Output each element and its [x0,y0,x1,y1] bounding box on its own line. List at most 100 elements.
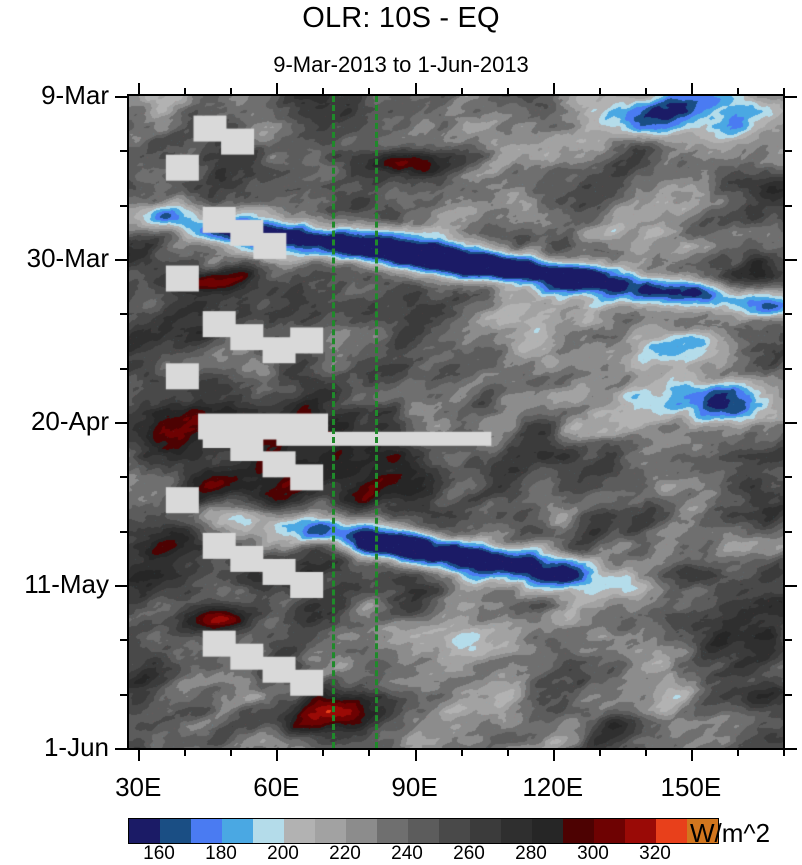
x-tick-major-top [414,83,417,96]
x-tick-minor [644,748,647,756]
x-tick-minor-top [460,88,463,96]
y-tick-label: 20-Apr [30,406,109,436]
colorbar-swatch[interactable] [253,819,284,843]
x-tick-minor [230,748,233,756]
x-tick-minor [783,748,785,756]
y-tick-minor [120,313,129,316]
colorbar-swatch[interactable] [160,819,191,843]
colorbar-swatch[interactable] [315,819,346,843]
colorbar-tick-label: 300 [577,843,609,864]
y-tick-minor-right [783,313,792,316]
x-tick-major [552,748,555,761]
page-title: OLR: 10S - EQ [302,2,500,34]
y-tick-label: 30-Mar [26,243,109,273]
y-tick-major [115,422,129,424]
colorbar-tick-label: 220 [329,843,361,864]
x-tick-minor-top [644,88,647,96]
x-tick-minor [322,748,325,756]
y-tick-minor-right [783,150,792,153]
y-tick-minor-right [783,204,792,207]
x-tick-minor [460,748,463,756]
x-tick-minor [598,748,601,756]
colorbar-swatch[interactable] [222,819,253,843]
x-tick-minor-top [736,88,739,96]
y-tick-minor-right [783,476,792,479]
y-tick-minor [120,693,129,696]
x-tick-minor [184,748,187,756]
y-tick-minor-right [783,639,792,642]
y-tick-major-right [783,259,797,261]
x-tick-major-top [690,83,693,96]
colorbar-swatch[interactable] [129,819,160,843]
x-tick-minor-top [230,88,233,96]
reference-line [331,96,335,748]
x-tick-major-top [138,83,141,96]
colorbar-swatch[interactable] [532,819,563,843]
x-tick-label: 90E [391,772,438,802]
x-tick-major-top [552,83,555,96]
y-tick-major-right [783,748,797,750]
colorbar-swatch[interactable] [191,819,222,843]
y-tick-major [115,96,129,98]
x-tick-minor [368,748,371,756]
y-tick-major-right [783,96,797,98]
date-range-subtitle: 9-Mar-2013 to 1-Jun-2013 [273,52,529,77]
colorbar-swatch[interactable] [439,819,470,843]
x-tick-label: 150E [660,772,722,802]
x-tick-minor [736,748,739,756]
y-tick-label: 1-Jun [43,732,109,762]
colorbar-swatch[interactable] [656,819,687,843]
y-tick-major [115,585,129,587]
colorbar-swatch[interactable] [501,819,532,843]
hovmoller-plot-area[interactable] [127,94,785,750]
y-tick-minor [120,367,129,370]
y-tick-minor [120,150,129,153]
x-tick-major [414,748,417,761]
colorbar-tick-label: 280 [515,843,547,864]
y-tick-minor-right [783,693,792,696]
x-tick-label: 120E [522,772,584,802]
x-tick-minor [506,748,509,756]
y-tick-minor-right [783,530,792,533]
y-tick-minor [120,204,129,207]
x-tick-minor-top [598,88,601,96]
x-tick-label: 60E [253,772,300,802]
colorbar-tick-label: 200 [267,843,299,864]
colorbar-swatch[interactable] [594,819,625,843]
y-tick-label: 9-Mar [41,80,109,110]
y-tick-minor [120,639,129,642]
reference-line [375,96,379,748]
colorbar-swatch[interactable] [687,819,718,843]
y-tick-minor [120,476,129,479]
x-tick-minor-top [783,88,785,96]
colorbar-tick-label: 180 [205,843,237,864]
y-tick-major [115,748,129,750]
colorbar-tick-label: 320 [639,843,671,864]
y-tick-minor-right [783,367,792,370]
colorbar-tick-label: 160 [143,843,175,864]
colorbar-swatch[interactable] [625,819,656,843]
colorbar[interactable] [128,818,719,844]
y-tick-major-right [783,422,797,424]
olr-contour-field [129,96,783,748]
x-tick-label: 30E [115,772,162,802]
x-tick-major [690,748,693,761]
colorbar-swatch[interactable] [563,819,594,843]
colorbar-unit-label: W/m^2 [690,818,771,848]
colorbar-tick-label: 240 [391,843,423,864]
y-tick-label: 11-May [24,569,109,599]
x-tick-minor-top [368,88,371,96]
x-tick-minor-top [506,88,509,96]
colorbar-swatch[interactable] [284,819,315,843]
x-tick-major [276,748,279,761]
colorbar-swatch[interactable] [408,819,439,843]
y-tick-minor [120,530,129,533]
y-tick-major [115,259,129,261]
colorbar-swatch[interactable] [346,819,377,843]
x-tick-major-top [276,83,279,96]
x-tick-minor-top [184,88,187,96]
colorbar-swatch[interactable] [377,819,408,843]
x-tick-major [138,748,141,761]
colorbar-swatch[interactable] [470,819,501,843]
